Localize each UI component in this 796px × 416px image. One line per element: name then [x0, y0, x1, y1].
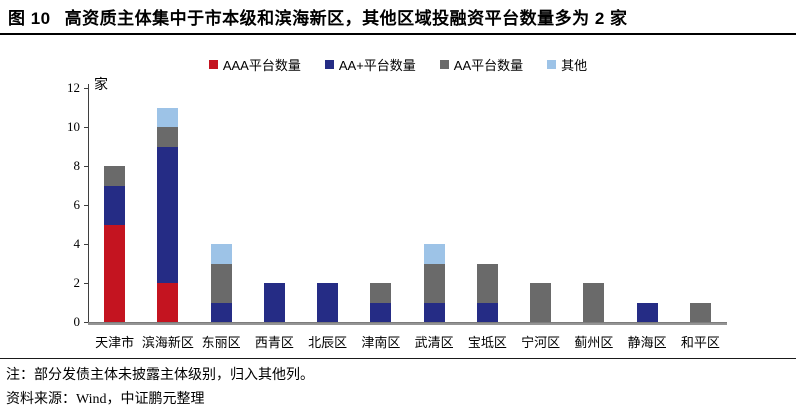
- source-note: 资料来源：Wind，中证鹏元整理: [6, 392, 205, 407]
- y-axis-tick-label: 4: [73, 236, 81, 251]
- legend-item: AAA平台数量: [208, 55, 301, 74]
- y-axis-tick-label: 10: [67, 119, 80, 134]
- bar-segment: [210, 244, 232, 264]
- x-axis-label: 宝坻区: [467, 335, 507, 350]
- legend-item: 其他: [547, 55, 587, 74]
- bar-segment: [157, 127, 179, 147]
- x-axis-label: 静海区: [627, 335, 667, 350]
- figure-title: 图 10 高资质主体集中于市本级和滨海新区，其他区域投融资平台数量多为 2 家: [8, 4, 628, 29]
- bar-segment: [530, 283, 552, 322]
- x-axis-label: 东丽区: [201, 335, 241, 350]
- x-axis-label: 西青区: [254, 335, 294, 350]
- bar-segment: [423, 244, 445, 264]
- legend-swatch: [547, 60, 557, 69]
- bar-segment: [476, 302, 498, 322]
- bar-segment: [104, 185, 126, 225]
- bar-segment: [370, 283, 392, 303]
- bar-segment: [370, 302, 392, 322]
- bar-segment: [423, 302, 445, 322]
- legend-label: AA平台数量: [453, 58, 524, 73]
- chart-legend: AAA平台数量 AA+平台数量 AA平台数量 其他: [0, 55, 796, 74]
- y-axis-tick: [84, 244, 88, 245]
- y-axis-line: [88, 84, 89, 323]
- x-axis-label: 滨海新区: [141, 335, 194, 350]
- y-axis-tick-label: 6: [73, 197, 81, 212]
- bar-segment: [476, 263, 498, 303]
- legend-swatch: [439, 60, 449, 69]
- bar-segment: [583, 283, 605, 322]
- x-axis-label: 蓟州区: [574, 335, 614, 350]
- x-axis-label: 天津市: [95, 335, 135, 350]
- bar-segment: [317, 283, 339, 322]
- x-axis-label: 北辰区: [308, 335, 348, 350]
- legend-label: AA+平台数量: [338, 58, 416, 73]
- y-axis-tick: [84, 88, 88, 89]
- bar-segment: [104, 224, 126, 322]
- y-axis-tick: [84, 166, 88, 167]
- bar-segment: [157, 283, 179, 322]
- x-axis-label: 宁河区: [521, 335, 561, 350]
- bar-segment: [157, 146, 179, 283]
- bar-segment: [210, 263, 232, 303]
- figure-number: 图 10: [8, 9, 51, 28]
- y-axis-tick: [84, 127, 88, 128]
- x-axis-label: 津南区: [361, 335, 401, 350]
- title-divider: [0, 33, 796, 35]
- y-axis-tick-label: 2: [73, 275, 81, 290]
- bar-segment: [689, 302, 711, 322]
- legend-item: AA+平台数量: [324, 55, 416, 74]
- notes-divider: [0, 358, 796, 359]
- bar-segment: [263, 283, 285, 322]
- y-axis-tick: [84, 283, 88, 284]
- legend-label: AAA平台数量: [222, 58, 301, 73]
- x-axis-line: [88, 322, 727, 325]
- y-axis-tick: [84, 322, 88, 323]
- footnote: 注：部分发债主体未披露主体级别，归入其他列。: [6, 368, 314, 383]
- bar-segment: [157, 107, 179, 127]
- bar-segment: [636, 302, 658, 322]
- legend-label: 其他: [561, 58, 588, 73]
- bar-segment: [104, 166, 126, 186]
- bar-segment: [210, 302, 232, 322]
- legend-swatch: [324, 60, 334, 69]
- y-axis-tick-label: 12: [67, 80, 80, 95]
- figure-title-text: 高资质主体集中于市本级和滨海新区，其他区域投融资平台数量多为 2 家: [64, 9, 628, 28]
- y-axis-tick-label: 8: [73, 158, 81, 173]
- legend-item: AA平台数量: [439, 55, 524, 74]
- y-axis-tick: [84, 205, 88, 206]
- y-axis-unit: 家: [94, 76, 108, 92]
- y-axis-tick-label: 0: [73, 314, 81, 329]
- legend-swatch: [208, 60, 218, 69]
- x-axis-label: 和平区: [680, 335, 720, 350]
- x-axis-label: 武清区: [414, 335, 454, 350]
- bar-segment: [423, 263, 445, 303]
